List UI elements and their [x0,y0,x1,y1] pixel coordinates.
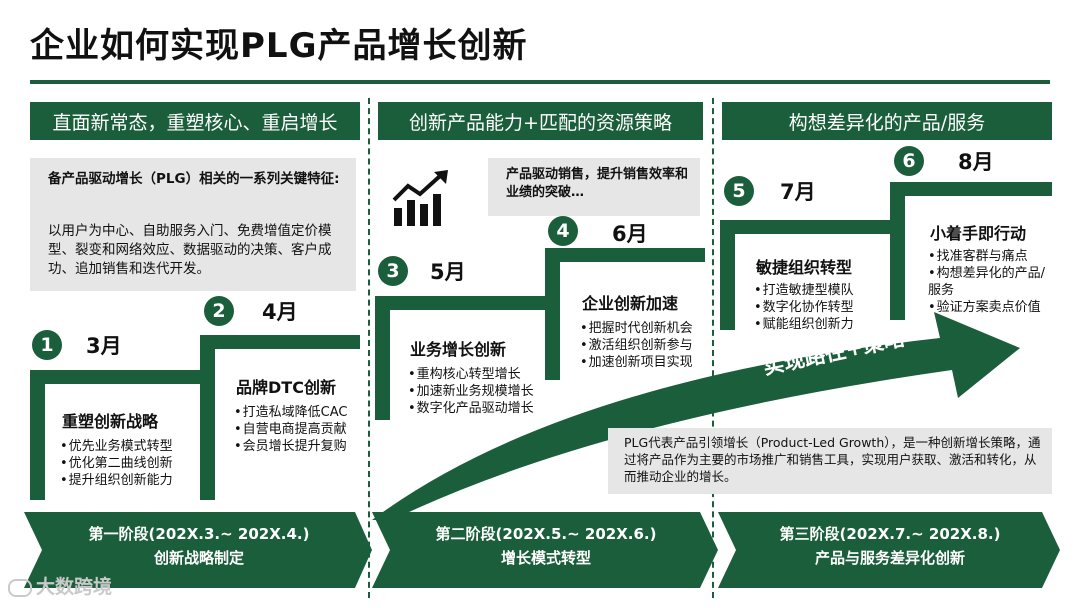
column-divider-2 [712,98,714,598]
phase-2-period: 第二阶段(202X.5.~ 202X.6.) [435,525,657,543]
column-header-2: 创新产品能力+匹配的资源策略 [378,102,703,140]
watermark-logo-icon [8,578,32,597]
step-6-bullet: 找准客群与痛点 [928,248,1053,265]
column-header-1-label: 直面新常态，重塑核心、重启增长 [52,111,338,134]
step-3-month: 5月 [430,260,466,284]
step-2-bullets: 打造私域降低CAC 自营电商提高贡献 会员增长提升复购 [234,404,348,455]
step-1-bracket [30,370,200,500]
sales-note-text: 产品驱动销售，提升销售效率和业绩的突破… [506,167,689,200]
column-divider-1 [368,98,370,598]
intro-heading: 备产品驱动增长（PLG）相关的一系列关键特征: [48,171,340,187]
column-header-2-label: 创新产品能力+匹配的资源策略 [409,111,672,134]
step-1-bullet: 提升组织创新能力 [60,472,173,489]
step-6-bracket [890,182,1052,320]
step-3-number: 3 [378,256,408,286]
watermark: 大数跨境 [8,572,112,599]
phase-3-period: 第三阶段(202X.7.~ 202X.8.) [779,525,1001,543]
step-6-title: 小着手即行动 [930,224,1027,243]
step-2-number: 2 [204,296,234,326]
title-underline [30,80,1050,84]
column-header-3-label: 构想差异化的产品/服务 [788,111,986,134]
step-5-title: 敏捷组织转型 [756,258,853,277]
step-6-bullets: 找准客群与痛点 构想差异化的产品/服务 验证方案卖点价值 [928,248,1053,316]
column-header-1: 直面新常态，重塑核心、重启增长 [30,102,360,140]
trend-chart-icon [392,170,448,226]
phase-3-label: 第三阶段(202X.7.~ 202X.8.) 产品与服务差异化创新 [736,522,1044,570]
step-4-bracket [545,248,705,380]
step-2-title: 品牌DTC创新 [236,378,336,397]
step-1-bullets: 优先业务模式转型 优化第二曲线创新 提升组织创新能力 [60,438,173,489]
phase-3-chevron [718,512,1060,588]
step-5-bullet: 赋能组织创新力 [754,316,854,333]
step-5-number: 5 [724,176,754,206]
step-1-number: 1 [32,330,62,360]
growth-arrow [372,312,1020,520]
step-4-title: 企业创新加速 [582,294,679,313]
step-3-bracket [375,296,545,420]
step-5-bracket [720,220,890,330]
phase-1-chevron [24,512,372,588]
step-6-month: 8月 [958,150,994,174]
step-4-month: 6月 [612,222,648,246]
step-5-month: 7月 [780,180,816,204]
plg-definition-box [608,428,1052,494]
phase-2-chevron [372,512,718,588]
intro-box [30,158,356,291]
step-1-bullet: 优先业务模式转型 [60,438,173,455]
step-2-bullet: 自营电商提高贡献 [234,421,348,438]
plg-definition-text: PLG代表产品引领增长（Product-Led Growth），是一种创新增长策… [624,435,1041,484]
step-5-bullets: 打造敏捷型模队 数字化协作转型 赋能组织创新力 [754,282,854,333]
step-6-number: 6 [894,146,924,176]
step-1-title: 重塑创新战略 [62,412,159,431]
step-2-bullet: 打造私域降低CAC [234,404,348,421]
step-4-bullet: 激活组织创新参与 [580,337,693,354]
phase-3-name: 产品与服务差异化创新 [814,549,965,567]
step-3-bullet: 数字化产品驱动增长 [408,400,534,417]
step-2-bullet: 会员增长提升复购 [234,438,348,455]
page-title: 企业如何实现PLG产品增长创新 [30,26,528,66]
phase-2-name: 增长模式转型 [500,549,591,567]
step-5-bullet: 数字化协作转型 [754,299,854,316]
watermark-text: 大数跨境 [36,576,113,598]
sales-note-box [488,158,700,216]
step-2-month: 4月 [262,300,298,324]
step-1-month: 3月 [86,334,122,358]
step-4-bullet: 把握时代创新机会 [580,320,693,337]
step-4-bullet: 加速创新项目实现 [580,354,693,371]
phase-1-name: 创新战略制定 [153,549,244,567]
step-3-bullet: 加速新业务规模增长 [408,383,534,400]
step-1-bullet: 优化第二曲线创新 [60,455,173,472]
phase-1-period: 第一阶段(202X.3.~ 202X.4.) [88,525,310,543]
phase-2-label: 第二阶段(202X.5.~ 202X.6.) 增长模式转型 [390,522,702,570]
step-3-bullets: 重构核心转型增长 加速新业务规模增长 数字化产品驱动增长 [408,366,534,417]
step-4-number: 4 [548,216,578,246]
phase-1-label: 第一阶段(202X.3.~ 202X.4.) 创新战略制定 [42,522,356,570]
step-6-bullet: 构想差异化的产品/服务 [928,265,1053,299]
step-3-title: 业务增长创新 [410,340,507,359]
step-3-bullet: 重构核心转型增长 [408,366,534,383]
column-header-3: 构想差异化的产品/服务 [722,102,1052,140]
step-6-bullet: 验证方案卖点价值 [928,299,1053,316]
step-5-bullet: 打造敏捷型模队 [754,282,854,299]
step-4-bullets: 把握时代创新机会 激活组织创新参与 加速创新项目实现 [580,320,693,371]
intro-body: 以用户为中心、自助服务入门、免费增值定价模型、裂变和网络效应、数据驱动的决策、客… [48,223,332,277]
